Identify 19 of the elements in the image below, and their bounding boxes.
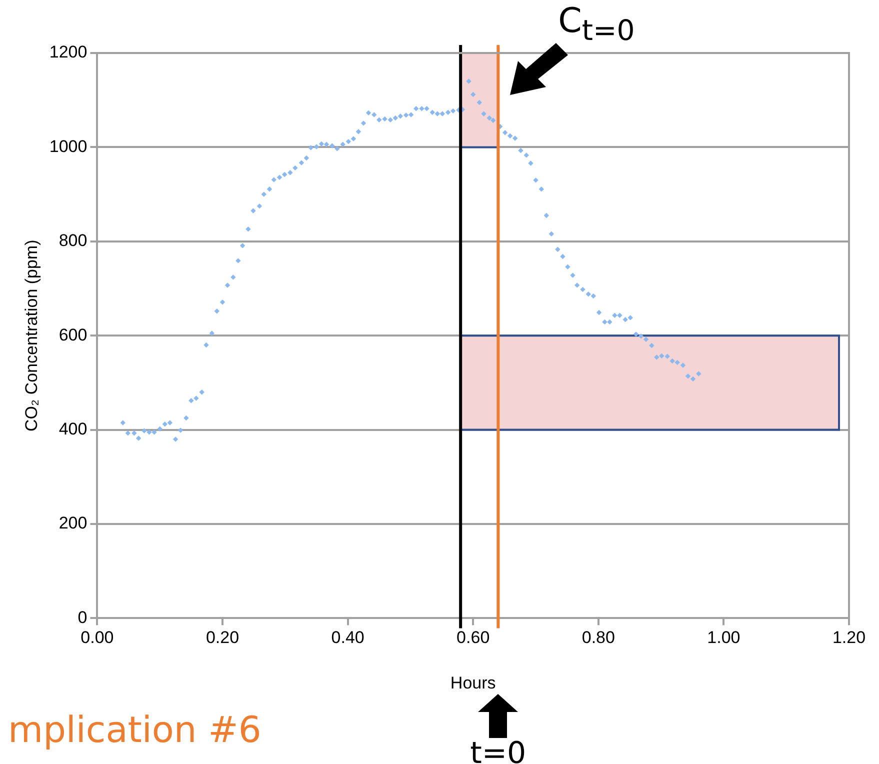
x-tick-label: 1.20 [832, 628, 866, 648]
y-tick-label: 0 [78, 608, 88, 627]
y-axis-title: CO₂ Concentration (ppm) [22, 240, 41, 432]
y-tick-label: 800 [58, 231, 88, 250]
text: C$_{t=0}$ [558, 1, 635, 47]
y-tick-label: 600 [58, 325, 88, 344]
x-tick-label: 0.60 [456, 628, 490, 648]
text: mplication #6 [8, 710, 262, 751]
y-tick-label: 1200 [49, 42, 88, 62]
x-tick-label: 0.00 [80, 628, 114, 648]
x-tick-label: 0.20 [206, 628, 240, 648]
y-tick-label: 200 [58, 514, 88, 533]
x-tick-label: 1.00 [707, 628, 740, 648]
x-tick-label: 0.40 [331, 628, 364, 648]
y-tick-label: 1000 [49, 136, 88, 156]
text: t=0 [469, 736, 528, 764]
y-tick-label: 400 [58, 419, 88, 438]
x-axis-title: Hours [450, 673, 496, 692]
x-tick-label: 0.80 [582, 628, 615, 648]
